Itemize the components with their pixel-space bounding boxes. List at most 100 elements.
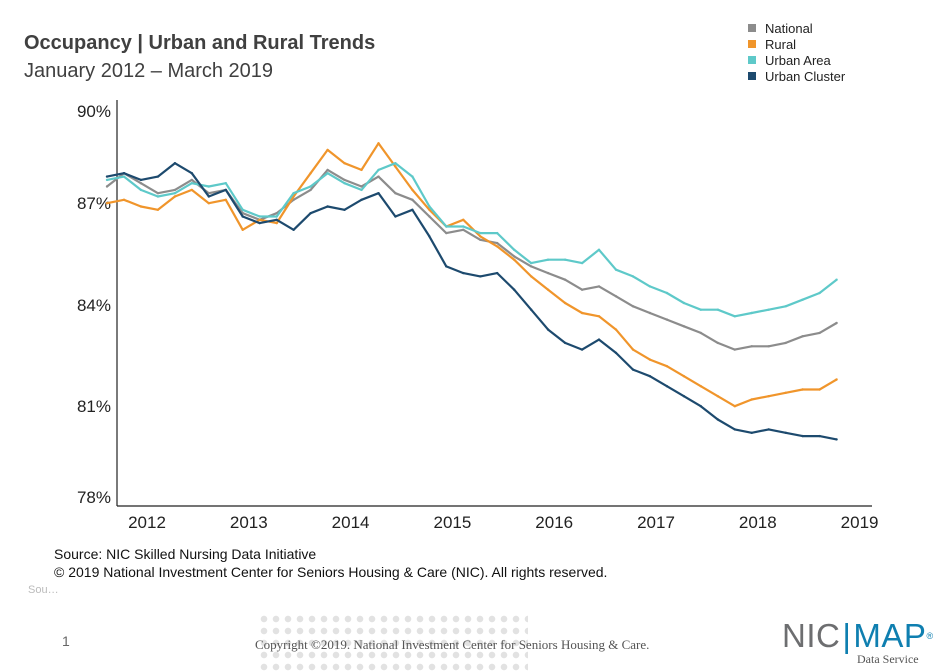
x-tick-label: 2016 xyxy=(535,513,573,532)
data-point-urban-cluster xyxy=(631,368,635,371)
data-point-urban-cluster xyxy=(105,175,109,178)
data-point-urban-area xyxy=(275,215,278,218)
y-tick-label: 90% xyxy=(77,102,111,121)
data-point-national xyxy=(156,192,160,195)
data-point-urban-cluster xyxy=(173,162,177,165)
data-point-rural xyxy=(377,142,380,145)
data-point-rural xyxy=(496,245,499,248)
data-point-rural xyxy=(275,221,278,225)
data-point-national xyxy=(513,255,516,258)
x-tick-label: 2012 xyxy=(128,513,166,532)
data-point-urban-area xyxy=(530,261,533,265)
data-point-urban-cluster xyxy=(580,348,584,351)
data-point-national xyxy=(326,168,329,172)
data-point-urban-cluster xyxy=(258,221,261,225)
data-point-urban-cluster xyxy=(139,178,143,182)
data-point-urban-cluster xyxy=(563,341,567,345)
data-point-national xyxy=(207,192,210,195)
legend-label-rural: Rural xyxy=(765,36,797,52)
data-point-rural xyxy=(122,198,126,201)
logo-subtitle: Data Service xyxy=(857,652,919,666)
data-point-rural xyxy=(479,235,482,238)
data-point-urban-cluster xyxy=(377,192,380,195)
y-tick-label: 78% xyxy=(77,488,111,507)
data-point-national xyxy=(105,185,109,188)
data-point-urban-cluster xyxy=(360,198,363,201)
data-point-urban-area xyxy=(665,291,669,295)
legend-swatch-urban-area xyxy=(748,56,756,64)
data-point-urban-cluster xyxy=(224,188,227,192)
data-point-urban-area xyxy=(241,208,244,211)
data-point-urban-cluster xyxy=(784,431,787,434)
data-point-urban-cluster xyxy=(597,338,601,341)
data-point-urban-cluster xyxy=(445,265,448,268)
data-point-national xyxy=(343,178,346,182)
data-point-national xyxy=(699,331,702,335)
data-point-national xyxy=(733,348,736,351)
y-tick-label: 87% xyxy=(77,194,111,213)
data-point-national xyxy=(496,241,499,245)
data-point-national xyxy=(411,198,414,201)
data-point-urban-area xyxy=(682,301,686,305)
x-tick-label: 2014 xyxy=(332,513,370,532)
data-point-urban-cluster xyxy=(462,271,465,275)
data-point-rural xyxy=(241,228,244,231)
series-line-national xyxy=(106,168,838,351)
data-point-rural xyxy=(224,198,227,201)
data-point-urban-cluster xyxy=(648,375,652,378)
data-point-national xyxy=(716,341,719,345)
legend-label-urban-cluster: Urban Cluster xyxy=(765,68,846,84)
data-point-national xyxy=(835,321,838,325)
data-point-urban-cluster xyxy=(513,288,516,291)
logo-divider: | xyxy=(842,617,852,654)
x-tick-label: 2019 xyxy=(841,513,879,532)
data-point-urban-area xyxy=(139,188,143,192)
data-point-national xyxy=(597,285,601,288)
data-point-urban-cluster xyxy=(207,195,210,198)
data-point-urban-area xyxy=(411,175,414,178)
data-point-urban-cluster xyxy=(394,215,397,218)
data-point-urban-area xyxy=(462,225,465,228)
data-point-urban-cluster xyxy=(614,351,618,355)
ghost-text: Sou… xyxy=(28,584,59,596)
data-point-urban-area xyxy=(750,311,753,315)
data-point-urban-area xyxy=(733,315,736,318)
data-point-urban-cluster xyxy=(479,275,482,278)
legend-item-rural: Rural xyxy=(748,36,845,52)
data-point-rural xyxy=(411,188,414,192)
data-point-urban-area xyxy=(326,172,329,175)
data-point-urban-area xyxy=(343,182,346,185)
data-point-rural xyxy=(818,388,821,391)
chart-subtitle: January 2012 – March 2019 xyxy=(24,60,274,82)
data-point-urban-area xyxy=(716,308,719,311)
data-point-rural xyxy=(428,208,431,211)
data-point-urban-cluster xyxy=(835,438,838,441)
data-point-urban-cluster xyxy=(733,428,736,431)
data-point-urban-area xyxy=(563,258,567,261)
data-point-urban-area xyxy=(699,308,702,311)
data-point-national xyxy=(139,182,143,185)
data-point-national xyxy=(462,228,465,231)
data-point-urban-area xyxy=(597,248,601,251)
data-point-urban-cluster xyxy=(156,175,160,178)
data-point-rural xyxy=(784,391,787,394)
data-point-urban-cluster xyxy=(343,208,346,211)
data-point-urban-area xyxy=(292,192,295,195)
data-point-urban-area xyxy=(360,188,363,192)
data-point-urban-area xyxy=(258,215,261,218)
data-point-urban-area xyxy=(513,248,516,251)
data-point-national xyxy=(767,345,770,348)
data-point-rural xyxy=(105,202,109,205)
page-number: 1 xyxy=(62,633,70,649)
data-point-rural xyxy=(513,258,516,261)
data-point-national xyxy=(614,295,618,298)
series-line-rural xyxy=(106,142,838,408)
data-point-urban-area xyxy=(190,182,193,185)
x-tick-label: 2013 xyxy=(230,513,268,532)
data-point-urban-area xyxy=(105,178,109,182)
data-point-rural xyxy=(530,275,533,278)
data-point-national xyxy=(445,231,448,235)
logo-registered-mark: ® xyxy=(926,631,934,641)
data-point-rural xyxy=(173,195,177,198)
data-point-national xyxy=(580,288,584,291)
